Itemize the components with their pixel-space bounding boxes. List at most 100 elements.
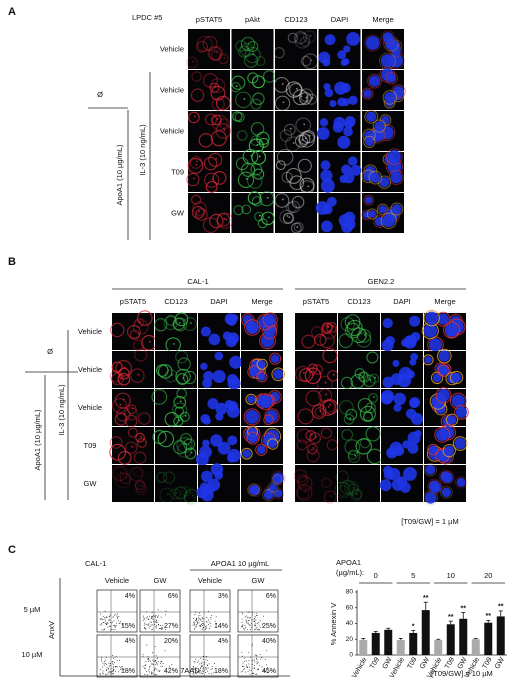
event-dot — [199, 612, 201, 614]
event-dot — [101, 672, 103, 674]
speck — [246, 177, 248, 180]
event-dot — [111, 662, 113, 664]
event-dot — [111, 622, 112, 624]
nucleus — [425, 311, 439, 325]
stain — [116, 407, 131, 422]
nucleus — [217, 441, 231, 455]
stain — [244, 46, 261, 64]
event-dot — [110, 665, 112, 667]
event-dot — [199, 626, 201, 628]
nucleus — [323, 83, 331, 91]
speck — [364, 333, 366, 336]
stain — [449, 370, 464, 385]
nucleus — [437, 388, 450, 402]
nucleus — [263, 326, 276, 338]
event-dot — [156, 668, 158, 670]
nucleus — [456, 477, 466, 487]
nucleus — [437, 313, 449, 325]
event-dot — [248, 659, 250, 661]
row-label: 5 µM — [24, 605, 41, 614]
stain — [283, 123, 296, 136]
event-dot — [204, 669, 206, 671]
stain — [136, 437, 147, 448]
speck — [198, 210, 201, 213]
stain — [355, 438, 372, 455]
event-dot — [102, 621, 104, 623]
event-dot — [202, 622, 204, 624]
stain — [250, 135, 262, 147]
event-dot — [102, 616, 104, 618]
event-dot — [152, 615, 154, 617]
event-dot — [151, 663, 153, 665]
speck — [223, 129, 226, 131]
stain — [299, 368, 314, 383]
stain — [345, 408, 358, 421]
event-dot — [192, 666, 194, 668]
il3-label: IL-3 (10 ng/mL) — [57, 384, 66, 436]
speck — [194, 115, 196, 118]
event-dot — [169, 665, 170, 667]
stain — [340, 317, 355, 332]
event-dot — [241, 611, 243, 613]
event-dot — [112, 667, 114, 669]
stain — [354, 368, 366, 379]
speck — [256, 138, 258, 141]
nucleus — [382, 32, 394, 43]
event-dot — [116, 625, 117, 627]
apoa1-header: APOA1 10 µg/mL — [211, 559, 270, 568]
quadrant-percent: 42% — [164, 668, 178, 675]
event-dot — [253, 618, 255, 620]
nucleus — [316, 127, 330, 140]
speck — [369, 379, 372, 381]
event-dot — [114, 626, 116, 627]
nucleus — [341, 98, 350, 106]
event-dot — [256, 669, 258, 671]
nucleus — [441, 487, 452, 498]
stain — [271, 367, 286, 382]
event-dot — [258, 629, 260, 631]
flow-plot — [237, 634, 279, 678]
event-dot — [150, 618, 152, 619]
stain — [363, 374, 376, 388]
row-label: Vehicle — [160, 85, 184, 94]
bar — [484, 622, 493, 655]
stain — [191, 194, 202, 205]
event-dot — [267, 667, 268, 669]
speck — [300, 95, 303, 98]
speck — [295, 87, 298, 90]
event-dot — [106, 623, 108, 625]
stain — [275, 160, 286, 171]
stain — [363, 194, 375, 206]
nucleus — [390, 171, 403, 184]
stain — [237, 45, 251, 58]
speck — [175, 492, 178, 494]
column-header: DAPI — [393, 297, 411, 306]
event-dot — [198, 615, 199, 617]
stain — [250, 122, 265, 136]
stain — [388, 169, 404, 186]
micrograph — [231, 111, 274, 151]
stain — [262, 312, 278, 328]
speck — [192, 60, 194, 63]
column-header: DAPI — [331, 15, 349, 24]
nucleus — [414, 430, 422, 438]
speck — [330, 495, 333, 498]
bar — [434, 640, 443, 655]
stain — [196, 40, 209, 53]
nucleus — [363, 89, 372, 98]
stain — [427, 443, 439, 456]
stain — [115, 472, 131, 489]
event-dot — [258, 629, 260, 631]
stain — [338, 333, 353, 348]
y-axis-label: % Annexin V — [329, 603, 338, 646]
flow-plot — [96, 634, 138, 678]
event-dot — [109, 625, 111, 627]
nucleus — [442, 472, 453, 484]
nucleus — [428, 445, 438, 454]
micrograph — [295, 465, 337, 502]
stain — [293, 222, 304, 233]
stain — [309, 432, 321, 444]
stain — [296, 439, 308, 451]
event-dot — [122, 622, 124, 624]
event-dot — [254, 618, 255, 619]
